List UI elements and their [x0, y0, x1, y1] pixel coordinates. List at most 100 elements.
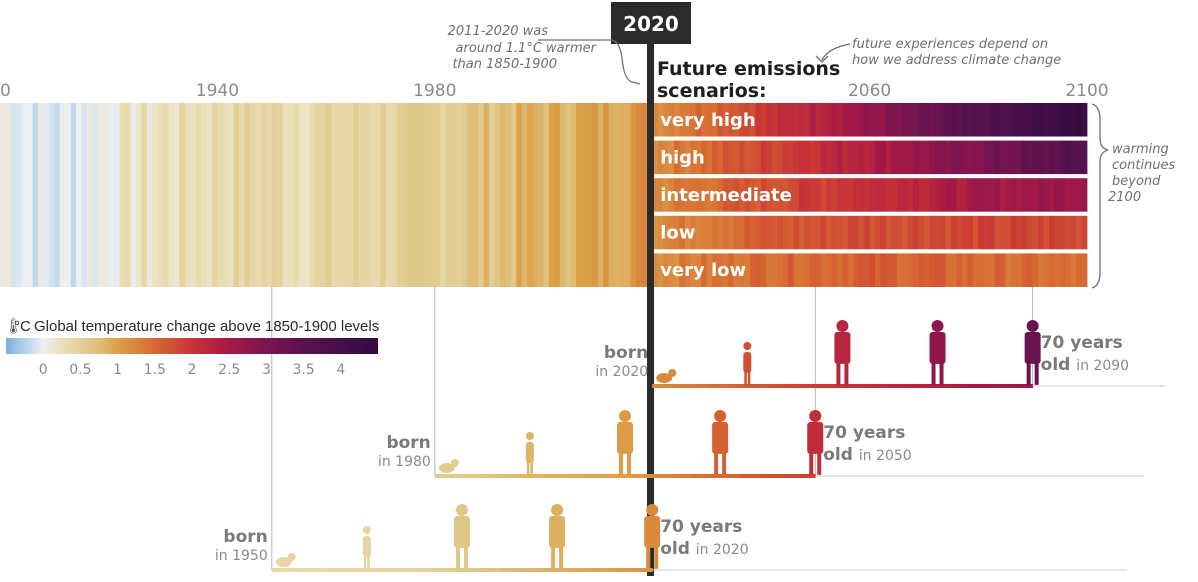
scenario-stripe [896, 140, 903, 175]
lifetime-band [558, 474, 569, 478]
lifetime-band [758, 474, 769, 478]
observed-stripe [396, 103, 403, 287]
lifetime-band [576, 568, 587, 572]
observed-stripe [206, 103, 213, 287]
lifetime-band [614, 568, 625, 572]
observed-stripe [130, 103, 137, 287]
lifetime-band [519, 568, 529, 572]
lifetime-band [794, 384, 805, 388]
scenario-stripe [760, 140, 767, 175]
scenario-stripe [695, 178, 702, 212]
observed-stripe [532, 103, 539, 287]
lifetime-band [701, 474, 712, 478]
lifetime-band [423, 568, 434, 572]
beyond-note-line: continues [1112, 158, 1176, 173]
scenario-stripe [771, 215, 778, 250]
lifetime-band [909, 384, 919, 388]
observed-stripe [353, 103, 360, 287]
observed-stripe [86, 103, 93, 287]
scenario-stripe [842, 253, 849, 287]
scenario-stripe [668, 253, 675, 287]
observed-stripe [543, 103, 550, 287]
observed-stripe [461, 103, 468, 287]
x-tick-label: 1940 [196, 81, 239, 101]
observed-stripe [440, 103, 447, 287]
scenario-stripe [777, 253, 784, 287]
observed-stripe [282, 103, 289, 287]
scenario-stripe [1005, 140, 1012, 175]
scenario-stripe [815, 215, 822, 250]
lifetime-band [585, 568, 596, 572]
scenario-stripe [690, 178, 697, 212]
scenario-stripe [684, 253, 691, 287]
beyond-bracket [1091, 103, 1109, 289]
scenario-stripe [902, 215, 909, 250]
scenario-stripe [956, 253, 963, 287]
scenario-stripe [701, 103, 707, 137]
born-label: born [386, 433, 430, 453]
scenario-stripe [744, 103, 751, 137]
scenario-stripe [1027, 178, 1034, 212]
observed-stripe [510, 103, 517, 287]
scenario-stripe [690, 215, 697, 250]
legend-tick-label: 0.5 [69, 362, 91, 378]
lifetime-band [652, 384, 663, 388]
lifetime-band [547, 568, 558, 572]
lifetime-band [606, 474, 616, 478]
observed-stripe [5, 103, 12, 287]
scenario-stripe [967, 178, 974, 212]
scenario-stripe [945, 103, 952, 137]
scenario-stripe [1070, 215, 1077, 250]
scenario-stripe [918, 215, 925, 250]
legend-tick-label: 2.5 [218, 362, 240, 378]
scenario-stripe [701, 140, 707, 175]
observed-stripe [16, 103, 23, 287]
lifetime-band [718, 384, 729, 388]
scenario-stripe [760, 253, 767, 287]
scenario-stripe [1059, 103, 1066, 137]
scenario-stripe [673, 140, 680, 175]
scenario-stripe [722, 253, 729, 287]
observed-stripe [228, 103, 235, 287]
lifetime-band [338, 568, 349, 572]
scenario-stripe [1016, 253, 1023, 287]
observed-stripe [135, 103, 142, 287]
scenario-stripe [1048, 103, 1055, 137]
observed-stripe [342, 103, 349, 287]
scenario-stripe [1000, 253, 1006, 287]
scenario-stripe [711, 103, 718, 137]
observed-stripe [293, 103, 300, 287]
scenario-stripe [896, 103, 903, 137]
observed-stripe [233, 103, 240, 287]
scenario-stripe [842, 140, 849, 175]
scenario-stripe [766, 215, 773, 250]
scenario-stripe [782, 253, 789, 287]
lifetime-band [300, 568, 311, 572]
observed-stripes [0, 103, 653, 287]
scenario-stripe [1054, 103, 1061, 137]
observed-stripe [608, 103, 615, 287]
scenario-stripe [1016, 215, 1023, 250]
scenario-stripe [657, 178, 664, 212]
scenario-stripe [1081, 103, 1088, 137]
lifetime-band [890, 384, 900, 388]
scenario-stripe [739, 178, 745, 212]
scenario-stripe [798, 178, 805, 212]
scenario-stripe [701, 178, 707, 212]
lifetime-band [737, 384, 748, 388]
scenario-stripe [962, 215, 968, 250]
scenario-stripe [1048, 253, 1055, 287]
scenario-stripe [994, 253, 1001, 287]
scenario-stripe [836, 140, 843, 175]
scenario-stripe [798, 253, 805, 287]
scenario-header-line-2: scenarios: [657, 80, 767, 102]
scenario-stripe [706, 103, 713, 137]
lifetime-band [568, 474, 578, 478]
observed-note-lines: 2011-2020 was around 1.1°C warmer than 185… [448, 24, 598, 72]
scenario-stripe [804, 140, 811, 175]
scenario-stripe [1048, 215, 1055, 250]
lifetime-band [661, 384, 672, 388]
scenario-stripe [891, 103, 898, 137]
person-icon [275, 553, 296, 567]
